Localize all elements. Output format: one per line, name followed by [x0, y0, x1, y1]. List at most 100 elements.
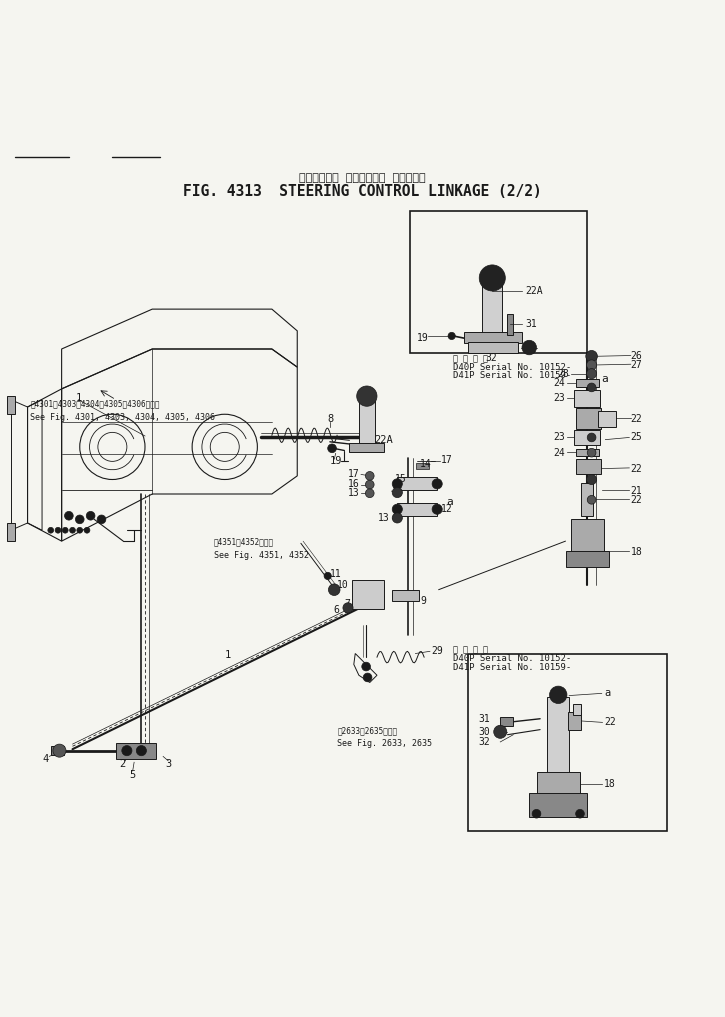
Text: 13: 13 — [348, 488, 360, 498]
Bar — [116, 742, 156, 759]
Circle shape — [432, 504, 442, 515]
Text: a: a — [446, 497, 452, 507]
Bar — [397, 477, 437, 490]
Text: 4: 4 — [42, 754, 49, 764]
Text: 10: 10 — [336, 580, 348, 590]
Bar — [7, 397, 14, 414]
Text: 24: 24 — [554, 447, 566, 458]
Circle shape — [587, 360, 597, 370]
Circle shape — [362, 662, 370, 671]
Text: 29: 29 — [431, 647, 443, 656]
Text: 30: 30 — [522, 343, 534, 353]
Bar — [500, 717, 513, 726]
Bar — [566, 550, 609, 566]
Circle shape — [392, 487, 402, 497]
Text: See Fig. 2633, 2635: See Fig. 2633, 2635 — [337, 739, 432, 749]
Circle shape — [587, 368, 597, 378]
Text: a: a — [604, 689, 610, 699]
Text: 適 用 号 位: 適 用 号 位 — [453, 646, 488, 654]
Bar — [7, 523, 14, 541]
Circle shape — [53, 744, 66, 758]
Text: 1: 1 — [76, 393, 83, 403]
Circle shape — [343, 603, 353, 613]
Circle shape — [365, 480, 374, 489]
Text: 32: 32 — [486, 353, 497, 363]
Text: 適 用 号 位: 適 用 号 位 — [453, 354, 488, 363]
Text: 22: 22 — [631, 495, 642, 504]
Circle shape — [65, 512, 73, 520]
Bar — [359, 400, 375, 446]
Circle shape — [62, 528, 68, 533]
Text: 第4351、4352図参照: 第4351、4352図参照 — [214, 538, 274, 546]
Bar — [51, 746, 64, 755]
Text: 第4301、4303、4304、4305、4306図参照: 第4301、4303、4304、4305、4306図参照 — [30, 400, 160, 409]
Text: 11: 11 — [330, 569, 341, 579]
Circle shape — [448, 333, 455, 340]
Circle shape — [365, 472, 374, 480]
Bar — [352, 580, 384, 608]
Text: 25: 25 — [631, 432, 642, 442]
Bar — [581, 483, 593, 516]
Text: 19: 19 — [330, 457, 342, 467]
Bar — [571, 520, 604, 552]
Bar — [573, 704, 581, 715]
Circle shape — [328, 584, 340, 596]
Circle shape — [136, 745, 146, 756]
Text: 22A: 22A — [526, 286, 543, 296]
Circle shape — [494, 725, 507, 738]
Text: D40P Serial No. 10152-: D40P Serial No. 10152- — [453, 363, 571, 371]
Circle shape — [587, 383, 596, 392]
Circle shape — [392, 513, 402, 523]
Bar — [464, 333, 522, 343]
Bar — [416, 463, 429, 469]
Text: 14: 14 — [420, 459, 431, 469]
Bar — [468, 342, 518, 353]
Bar — [507, 314, 513, 335]
Bar — [568, 712, 581, 729]
Circle shape — [84, 528, 90, 533]
Bar — [392, 590, 419, 601]
Bar — [576, 460, 601, 474]
Bar — [349, 443, 384, 452]
Bar — [397, 502, 437, 516]
Text: 26: 26 — [631, 351, 642, 361]
Text: 21: 21 — [631, 486, 642, 496]
Circle shape — [48, 528, 54, 533]
Text: 30: 30 — [478, 727, 490, 736]
Text: 15: 15 — [395, 475, 407, 484]
Text: 18: 18 — [631, 547, 642, 557]
Text: FIG. 4313  STEERING CONTROL LINKAGE (2/2): FIG. 4313 STEERING CONTROL LINKAGE (2/2) — [183, 184, 542, 199]
Circle shape — [576, 810, 584, 818]
Text: 16: 16 — [348, 479, 360, 489]
Text: 12: 12 — [441, 504, 452, 515]
Text: 7: 7 — [344, 599, 350, 609]
Text: 8: 8 — [328, 414, 334, 424]
Circle shape — [392, 479, 402, 489]
Text: 18: 18 — [604, 779, 616, 789]
Circle shape — [77, 528, 83, 533]
Text: 27: 27 — [631, 360, 642, 370]
Circle shape — [55, 528, 61, 533]
Circle shape — [587, 448, 596, 457]
Bar — [529, 793, 587, 817]
Text: 22: 22 — [604, 717, 616, 727]
Circle shape — [586, 351, 597, 362]
Circle shape — [392, 504, 402, 515]
Bar — [536, 772, 580, 795]
Bar — [576, 379, 599, 386]
Circle shape — [587, 495, 596, 504]
Text: 22A: 22A — [374, 434, 393, 444]
Circle shape — [479, 264, 505, 291]
Circle shape — [324, 573, 331, 580]
Circle shape — [587, 433, 596, 441]
Circle shape — [357, 386, 377, 406]
Text: 19: 19 — [417, 334, 428, 343]
Text: 13: 13 — [378, 513, 390, 523]
Bar — [576, 450, 599, 457]
Text: 第2633、2635図参照: 第2633、2635図参照 — [337, 726, 397, 735]
Bar — [576, 409, 601, 429]
Circle shape — [328, 444, 336, 453]
Text: D41P Serial No. 10159-: D41P Serial No. 10159- — [453, 663, 571, 672]
Bar — [547, 697, 569, 773]
Circle shape — [587, 474, 597, 484]
